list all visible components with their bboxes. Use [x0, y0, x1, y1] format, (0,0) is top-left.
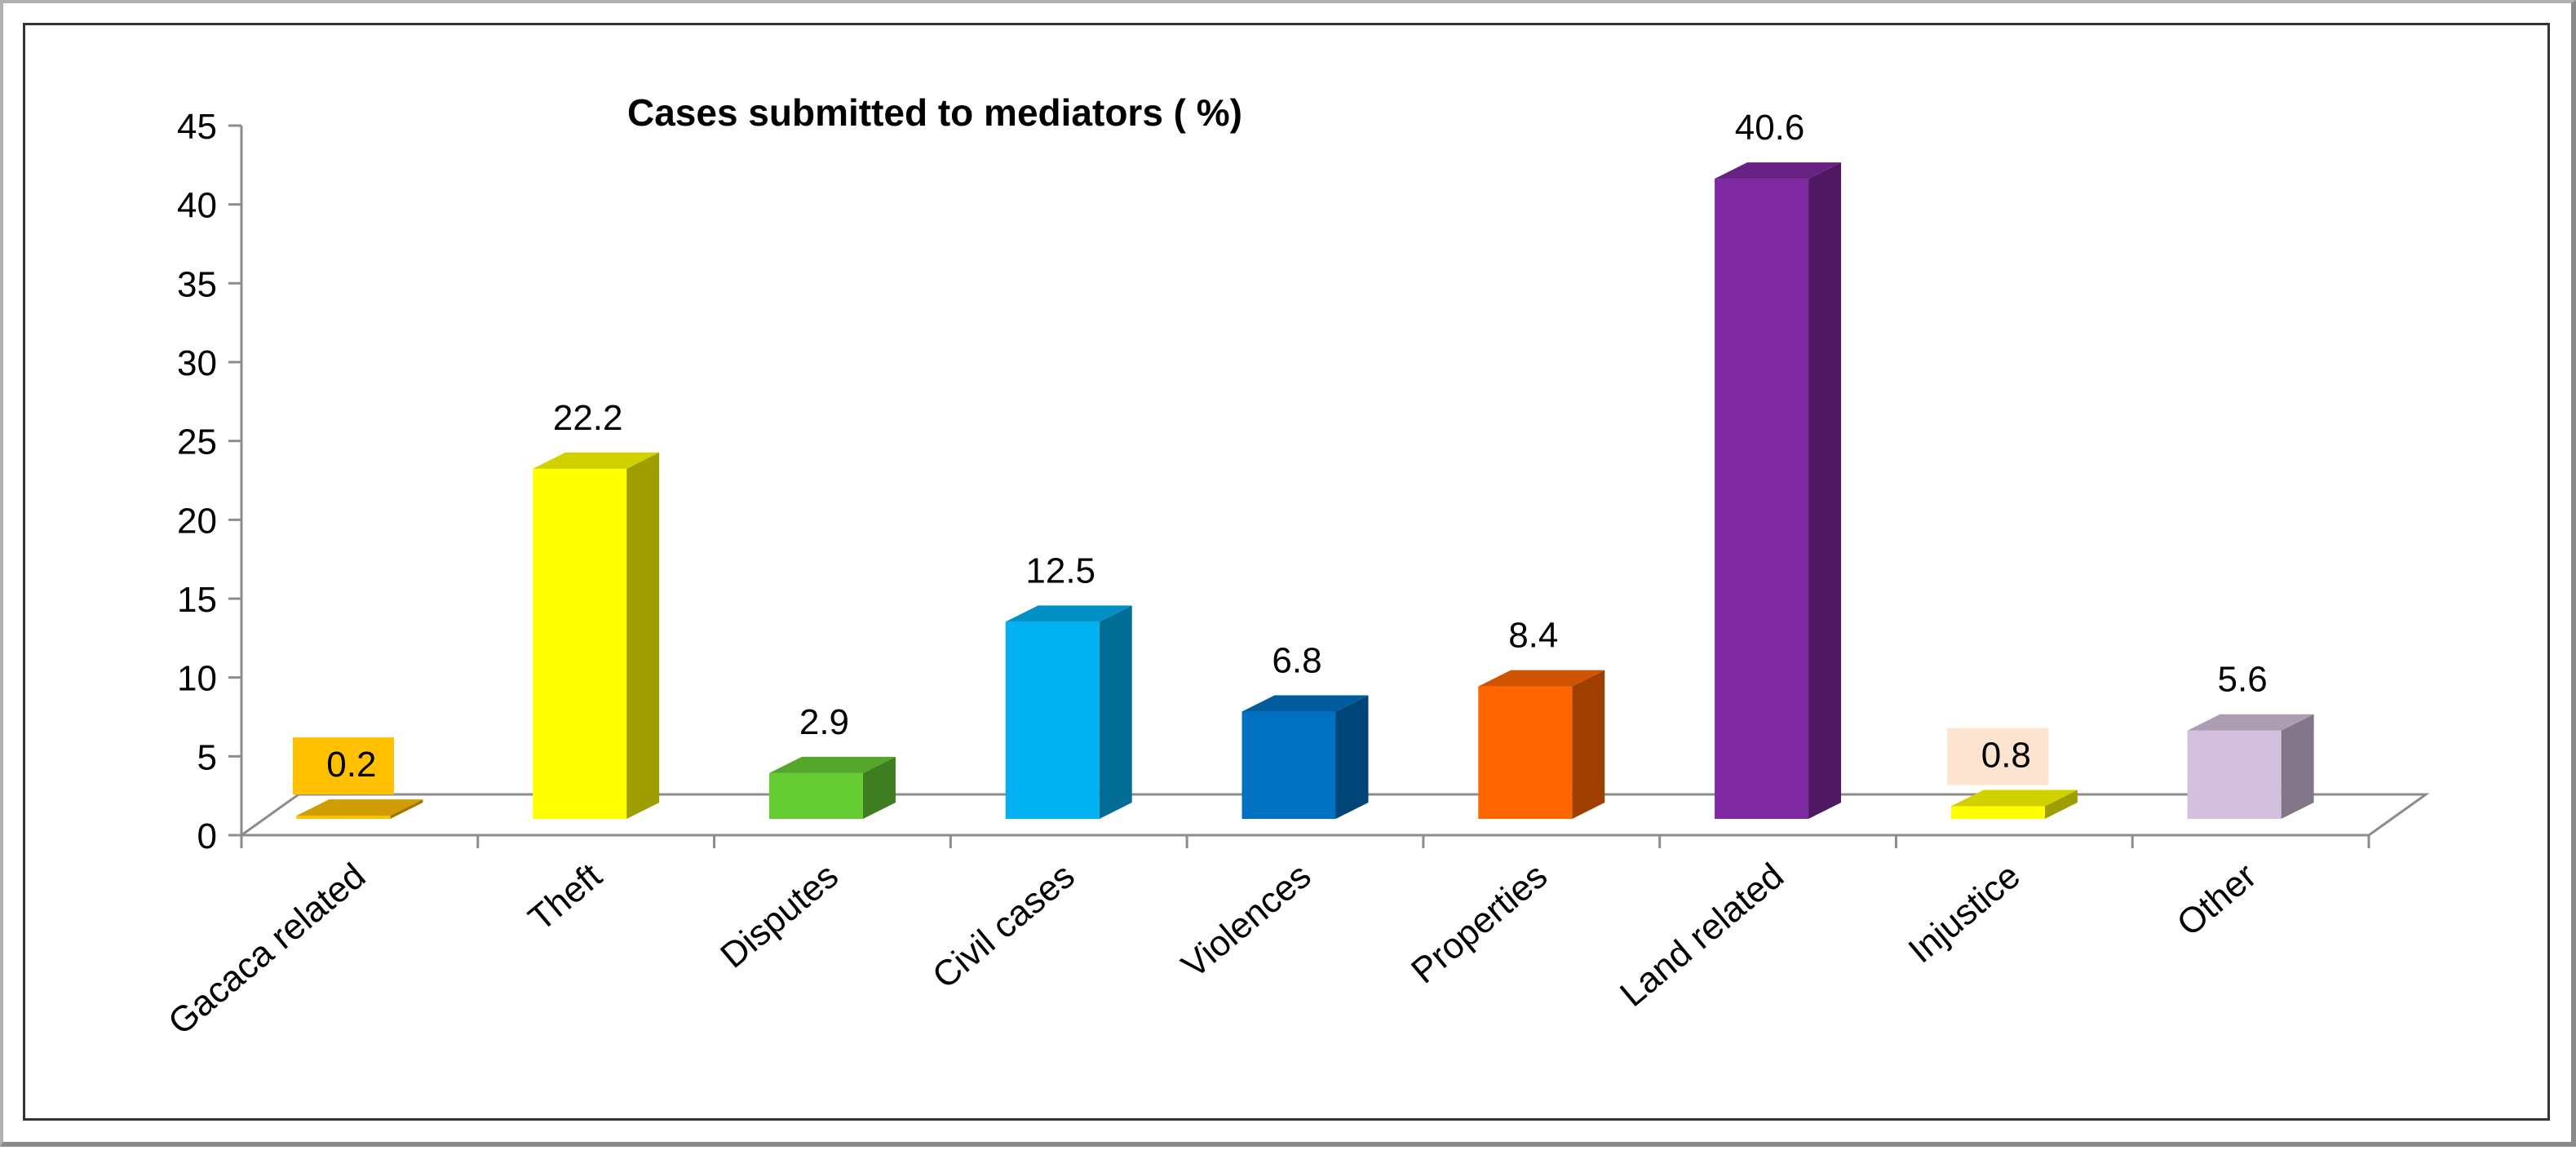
bar-land-related	[1715, 162, 1842, 820]
bar-gacaca-related	[296, 799, 423, 819]
bar-side	[1808, 162, 1842, 820]
value-label: 2.9	[799, 702, 849, 742]
chart-inner-border	[23, 23, 2550, 1121]
value-label: 12.5	[1025, 551, 1095, 590]
bar-injustice	[1950, 790, 2078, 819]
bar-side	[1099, 605, 1132, 819]
bar-top	[296, 799, 423, 816]
x-tick-label: Theft	[521, 856, 609, 939]
x-tick-label: Civil cases	[925, 856, 1082, 997]
x-tick-label: Injustice	[1901, 856, 2028, 971]
y-tick-label: 40	[177, 186, 217, 226]
bar-side	[390, 799, 423, 819]
bar-front	[1715, 179, 1809, 820]
bar-chart: Cases submitted to mediators ( %) 0 5 10 15…	[161, 91, 2430, 1042]
bar-theft	[533, 452, 660, 819]
bar-front	[1950, 806, 2045, 819]
y-tick-label: 30	[177, 343, 217, 383]
value-label: 22.2	[553, 398, 623, 438]
bar-top	[768, 756, 896, 773]
bar-side	[2044, 790, 2078, 819]
value-label-background	[1947, 728, 2049, 785]
bar-top	[1478, 670, 1605, 687]
bar-side	[1572, 670, 1605, 819]
y-tick-label: 5	[197, 737, 217, 777]
bar-front	[533, 468, 627, 819]
value-label-background	[292, 737, 394, 795]
chart-title: Cases submitted to mediators ( %)	[627, 91, 1242, 134]
bar-side	[862, 756, 896, 819]
x-tick-labels: Gacaca related Theft Disputes Civil cases Vi…	[161, 856, 2264, 1042]
value-labels: 0.2 22.2 2.9 12.5 6.8 8.4 40.6 0.8 5.6	[292, 108, 2268, 795]
axes: 0 5 10 15 20 25 30 35 40 45	[177, 107, 2430, 856]
x-tick-label: Disputes	[713, 856, 846, 976]
bar-front	[1005, 621, 1100, 819]
bar-front	[1478, 686, 1573, 819]
bar-side	[2281, 714, 2314, 819]
bar-properties	[1478, 670, 1605, 819]
value-label: 8.4	[1508, 616, 1558, 656]
bar-front	[1242, 711, 1336, 819]
y-tick-label: 35	[177, 264, 217, 304]
bar-top	[533, 452, 660, 469]
x-tick-label: Land related	[1613, 856, 1791, 1015]
value-label: 6.8	[1272, 641, 1321, 681]
bars	[296, 162, 2314, 820]
bar-front	[296, 816, 391, 819]
y-tick-label: 10	[177, 659, 217, 699]
value-label: 0.2	[326, 745, 376, 785]
bar-side	[626, 452, 660, 819]
x-tick-label: Gacaca related	[161, 856, 373, 1042]
bar-civil-cases	[1005, 605, 1132, 819]
bar-top	[1242, 695, 1369, 712]
y-tick-label: 0	[197, 816, 217, 856]
x-tick-label: Other	[2170, 856, 2264, 944]
y-tick-label: 25	[177, 422, 217, 462]
y-tick-label: 20	[177, 501, 217, 541]
y-tick-label: 15	[177, 580, 217, 620]
x-tick-label: Properties	[1404, 856, 1555, 991]
bar-violences	[1242, 695, 1369, 819]
bar-side	[1335, 695, 1369, 819]
bar-top	[1715, 162, 1842, 179]
y-tick-label: 45	[177, 107, 217, 147]
value-label: 40.6	[1735, 108, 1805, 148]
bar-top	[2187, 714, 2314, 731]
value-label: 5.6	[2218, 660, 2268, 700]
x-tick-label: Violences	[1174, 856, 1318, 986]
value-label: 0.8	[1981, 736, 2031, 776]
bar-disputes	[768, 756, 896, 819]
bar-top	[1950, 790, 2078, 807]
bar-other	[2187, 714, 2314, 819]
bar-front	[2187, 730, 2282, 819]
bar-front	[768, 772, 863, 819]
bar-top	[1005, 605, 1132, 622]
